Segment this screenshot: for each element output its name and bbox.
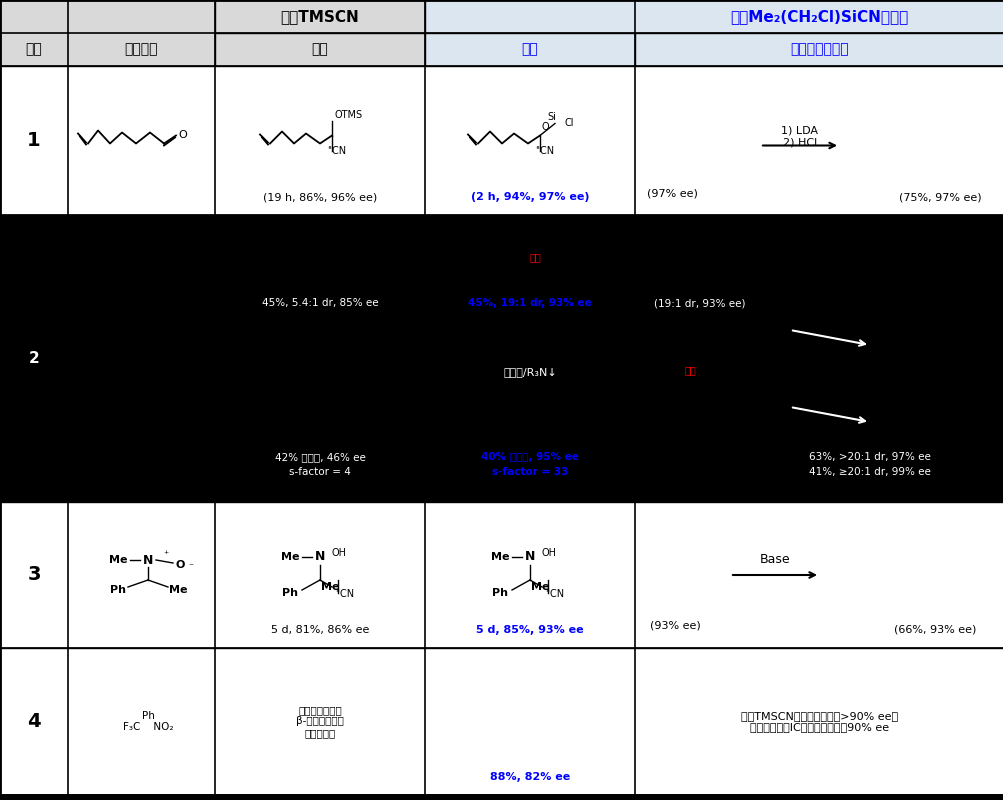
- Text: 41%, ≥20:1 dr, 99% ee: 41%, ≥20:1 dr, 99% ee: [808, 467, 930, 477]
- Text: Base: Base: [759, 553, 789, 566]
- Text: 88%, 82% ee: 88%, 82% ee: [489, 772, 570, 782]
- Text: 5 d, 85%, 93% ee: 5 d, 85%, 93% ee: [475, 625, 583, 635]
- Bar: [215, 33, 424, 66]
- Text: Me: Me: [281, 552, 300, 562]
- Text: Me: Me: [531, 582, 549, 592]
- Text: (93% ee): (93% ee): [649, 621, 700, 631]
- Text: Me: Me: [491, 552, 510, 562]
- Text: N: N: [315, 550, 325, 563]
- Text: 45%, 19:1 dr, 93% ee: 45%, 19:1 dr, 93% ee: [467, 298, 591, 308]
- Text: Ph: Ph: [282, 588, 298, 598]
- Bar: [634, 33, 1003, 66]
- Text: ''CN: ''CN: [535, 146, 554, 155]
- Text: Ph: Ph: [110, 585, 125, 595]
- Text: (97% ee): (97% ee): [646, 188, 697, 198]
- Text: O: O: [176, 560, 186, 570]
- Text: 反应底物: 反应底物: [124, 42, 158, 57]
- Text: ''CN: ''CN: [335, 589, 354, 599]
- Text: 3: 3: [27, 566, 41, 585]
- Text: (2 h, 94%, 97% ee): (2 h, 94%, 97% ee): [470, 192, 589, 202]
- Text: 产物: 产物: [522, 42, 538, 57]
- Text: 氯甲基转化应用: 氯甲基转化应用: [789, 42, 848, 57]
- Text: 42% 回收率, 46% ee: 42% 回收率, 46% ee: [274, 452, 365, 462]
- Text: 5 d, 81%, 86% ee: 5 d, 81%, 86% ee: [271, 625, 369, 635]
- Text: 产物: 产物: [311, 42, 328, 57]
- Text: s-factor = 4: s-factor = 4: [289, 467, 351, 477]
- Text: Ph
F₃C    NO₂: Ph F₃C NO₂: [122, 710, 174, 732]
- Text: 45%, 5.4:1 dr, 85% ee: 45%, 5.4:1 dr, 85% ee: [262, 298, 378, 308]
- Text: 使用TMSCN: 使用TMSCN: [281, 9, 359, 24]
- Text: 此方法不能实行
β-二取代底物的
官能化反应: 此方法不能实行 β-二取代底物的 官能化反应: [296, 705, 344, 738]
- Text: 2) HCl: 2) HCl: [782, 138, 816, 147]
- Text: O: O: [178, 130, 187, 139]
- Text: 使用Me₂(CH₂Cl)SiCN的结果: 使用Me₂(CH₂Cl)SiCN的结果: [729, 9, 908, 24]
- Bar: [0, 0, 215, 66]
- Text: OTMS: OTMS: [335, 110, 363, 119]
- Bar: [0, 215, 1003, 502]
- Text: (75%, 97% ee): (75%, 97% ee): [898, 192, 980, 202]
- Bar: [0, 66, 1003, 215]
- Text: ⁺: ⁺: [162, 550, 169, 560]
- Text: ''CN: ''CN: [327, 146, 346, 155]
- Text: 2: 2: [29, 351, 39, 366]
- Text: Me: Me: [169, 585, 188, 595]
- Bar: [0, 502, 1003, 648]
- Text: 1: 1: [27, 131, 41, 150]
- Bar: [0, 648, 1003, 795]
- Text: (19 h, 86%, 96% ee): (19 h, 86%, 96% ee): [263, 192, 377, 202]
- Text: OH: OH: [332, 548, 347, 558]
- Text: 选择: 选择: [529, 252, 541, 262]
- Text: 使用TMSCN该反应不能实现>90% ee，
使用新试剂在IC条件下实现大于90% ee: 使用TMSCN该反应不能实现>90% ee， 使用新试剂在IC条件下实现大于90…: [740, 710, 897, 732]
- Bar: [424, 0, 1003, 33]
- Text: Si: Si: [547, 113, 556, 122]
- Text: OH: OH: [542, 548, 557, 558]
- Text: N: N: [525, 550, 535, 563]
- Text: Me: Me: [109, 555, 127, 565]
- Bar: [424, 33, 634, 66]
- Text: 63%, >20:1 dr, 97% ee: 63%, >20:1 dr, 97% ee: [808, 452, 930, 462]
- Text: 使用碱/R₃N↓: 使用碱/R₃N↓: [503, 369, 557, 378]
- Text: ⁻: ⁻: [188, 562, 193, 572]
- Text: 40% 回收率, 95% ee: 40% 回收率, 95% ee: [480, 452, 579, 462]
- Text: s-factor = 33: s-factor = 33: [491, 467, 568, 477]
- Text: Ph: Ph: [491, 588, 508, 598]
- Text: ''CN: ''CN: [545, 589, 564, 599]
- Bar: [215, 0, 424, 33]
- Text: 序号: 序号: [26, 42, 42, 57]
- Text: 选择: 选择: [683, 365, 695, 375]
- Text: (19:1 dr, 93% ee): (19:1 dr, 93% ee): [654, 298, 745, 308]
- Text: 4: 4: [27, 712, 41, 731]
- Text: O: O: [542, 122, 549, 133]
- Text: (66%, 93% ee): (66%, 93% ee): [893, 625, 975, 635]
- Text: Me: Me: [320, 582, 339, 592]
- Text: Cl: Cl: [565, 118, 574, 127]
- Text: 1) LDA: 1) LDA: [780, 126, 817, 135]
- Text: N: N: [142, 554, 153, 566]
